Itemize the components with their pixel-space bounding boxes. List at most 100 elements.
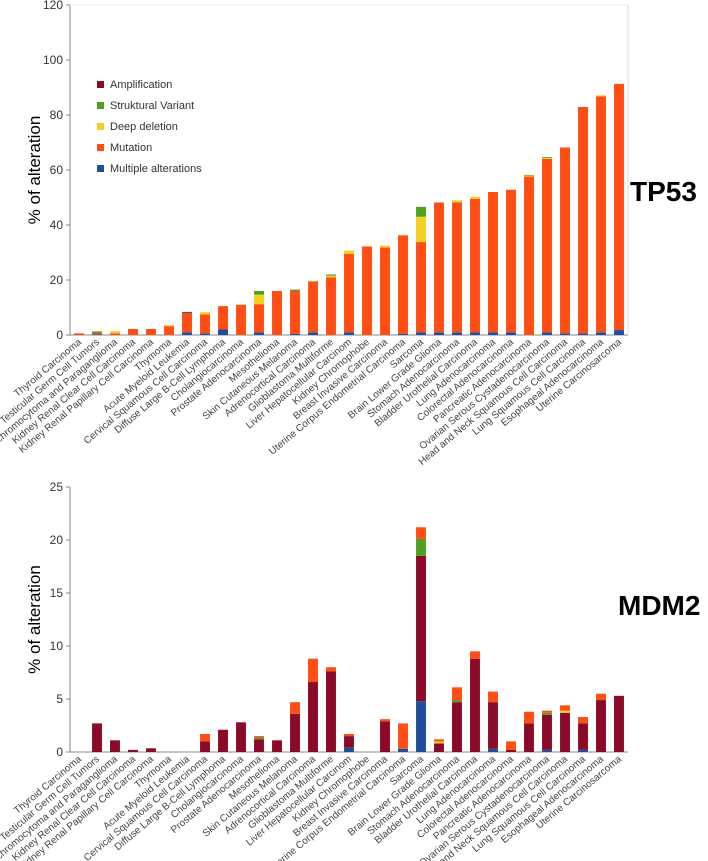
gene-label-tp53: TP53	[630, 176, 697, 207]
legend-label: Mutation	[110, 142, 152, 154]
bar-segment-mutation	[542, 159, 552, 333]
bar-segment-mutation	[290, 702, 300, 714]
bar-segment-multiple-alterations	[344, 747, 354, 752]
bar-segment-deep-deletion	[542, 157, 552, 159]
bar-segment-amplification	[110, 740, 120, 752]
bar-segment-deep-deletion	[434, 741, 444, 744]
y-tick-label: 25	[50, 480, 64, 494]
y-tick-label: 20	[50, 533, 64, 547]
bar-segment-mutation	[488, 192, 498, 333]
bar-segment-amplification	[146, 748, 156, 752]
bar-segment-mutation	[578, 107, 588, 334]
bar-segment-amplification	[182, 311, 192, 313]
bar-segment-mutation	[344, 253, 354, 333]
bar-segment-amplification	[452, 702, 462, 752]
bar-segment-mutation	[308, 281, 318, 333]
bar-segment-mutation	[218, 306, 228, 330]
bar-segment-multiple-alterations	[434, 332, 444, 335]
bar-segment-mutation	[362, 246, 372, 335]
bar-segment-amplification	[434, 743, 444, 752]
bar-segment-deep-deletion	[416, 216, 426, 243]
bar-segment-amplification	[380, 721, 390, 752]
bar-segment-multiple-alterations	[470, 332, 480, 335]
bar-segment-mutation	[254, 304, 264, 333]
bar-segment-mutation	[506, 189, 516, 333]
bar-segment-mutation	[596, 693, 606, 701]
bar-segment-struktural-variant	[416, 206, 426, 217]
bar-segment-amplification	[236, 722, 246, 752]
bar-segment-amplification	[200, 741, 210, 752]
y-tick-label: 40	[50, 218, 64, 232]
bar-segment-mutation	[254, 736, 264, 738]
bar-segment-mutation	[200, 733, 210, 742]
bar-segment-mutation	[380, 247, 390, 335]
bar-segment-multiple-alterations	[182, 332, 192, 335]
bar-segment-mutation	[434, 202, 444, 333]
bar-segment-multiple-alterations	[488, 748, 498, 752]
bar-segment-amplification	[560, 712, 570, 752]
bar-segment-mutation	[92, 332, 102, 335]
bar-segment-multiple-alterations	[218, 329, 228, 335]
bar-segment-struktural-variant	[254, 737, 264, 740]
bar-segment-mutation	[560, 147, 570, 334]
legend-label: Multiple alterations	[110, 163, 202, 175]
bar-segment-mutation	[326, 667, 336, 672]
bar-segment-amplification	[596, 700, 606, 752]
bar-segment-deep-deletion	[254, 294, 264, 305]
bar-segment-mutation	[128, 328, 138, 335]
bar-segment-mutation	[452, 202, 462, 333]
bar-segment-multiple-alterations	[308, 332, 318, 335]
bar-segment-mutation	[524, 711, 534, 724]
bar-segment-deep-deletion	[470, 196, 480, 199]
bar-segment-multiple-alterations	[254, 332, 264, 335]
bar-segment-mutation	[470, 651, 480, 659]
y-tick-label: 5	[56, 692, 63, 706]
bar-segment-amplification	[326, 671, 336, 752]
bar-segment-multiple-alterations	[506, 332, 516, 335]
bar-segment-multiple-alterations	[578, 749, 588, 752]
y-tick-label: 10	[50, 639, 64, 653]
bar-segment-deep-deletion	[110, 331, 120, 334]
bar-segment-mutation	[578, 717, 588, 724]
bar-segment-mutation	[524, 176, 534, 335]
bar-segment-amplification	[344, 736, 354, 748]
bar-segment-amplification	[92, 723, 102, 752]
bar-segment-struktural-variant	[452, 700, 462, 703]
y-tick-label: 20	[50, 273, 64, 287]
y-axis-label: % of alteration	[25, 116, 44, 225]
bar-segment-mutation	[272, 291, 282, 335]
bar-segment-mutation	[290, 291, 300, 334]
bar-segment-amplification	[470, 658, 480, 752]
bar-segment-multiple-alterations	[542, 332, 552, 335]
legend-swatch	[97, 165, 104, 172]
bar-segment-deep-deletion	[452, 200, 462, 203]
bar-segment-mutation	[434, 739, 444, 742]
bar-segment-mutation	[380, 719, 390, 722]
bar-segment-mutation	[398, 235, 408, 334]
bar-segment-struktural-variant	[290, 289, 300, 291]
bar-segment-deep-deletion	[326, 275, 336, 278]
bar-segment-multiple-alterations	[92, 334, 102, 335]
y-tick-label: 0	[56, 745, 63, 759]
bar-segment-multiple-alterations	[542, 749, 552, 752]
bar-segment-struktural-variant	[92, 331, 102, 333]
bar-segment-amplification	[308, 682, 318, 752]
bar-segment-mutation	[488, 691, 498, 703]
bar-segment-mutation	[110, 333, 120, 335]
bar-segment-mutation	[470, 198, 480, 333]
bar-segment-multiple-alterations	[614, 330, 624, 335]
bar-segment-deep-deletion	[344, 250, 354, 254]
bar-segment-deep-deletion	[380, 245, 390, 248]
bar-segment-struktural-variant	[524, 174, 534, 176]
y-tick-label: 60	[50, 163, 64, 177]
legend-swatch	[97, 144, 104, 151]
bar-segment-amplification	[488, 702, 498, 749]
bar-segment-amplification	[254, 739, 264, 752]
y-tick-label: 0	[56, 328, 63, 342]
bar-segment-multiple-alterations	[344, 332, 354, 335]
bar-segment-mutation	[506, 741, 516, 750]
bar-segment-struktural-variant	[542, 712, 552, 715]
bar-segment-multiple-alterations	[290, 333, 300, 335]
bar-segment-multiple-alterations	[578, 333, 588, 335]
bar-segment-amplification	[524, 723, 534, 752]
